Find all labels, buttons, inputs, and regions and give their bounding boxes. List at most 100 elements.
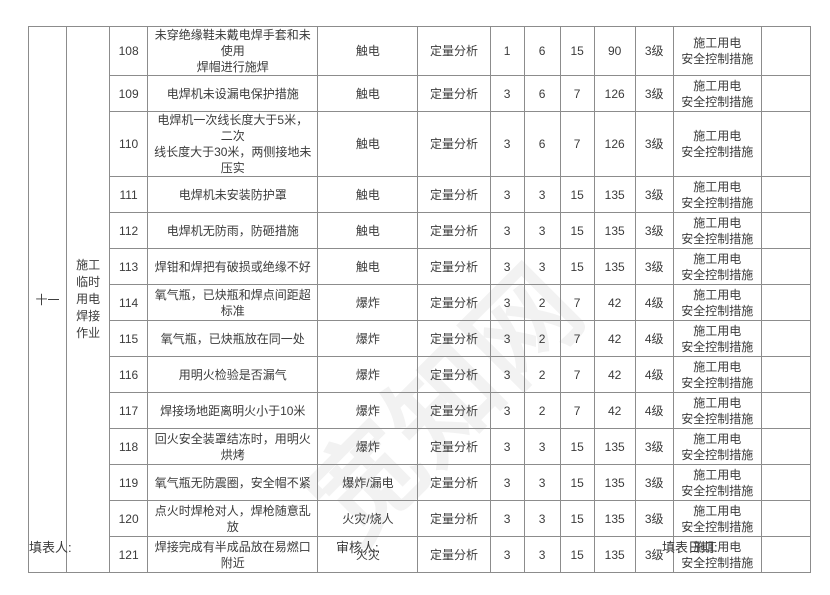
measure-line: 安全控制措施 [681, 339, 754, 354]
table-row: 121 焊接完成有半成品放在易燃口附近 火灾 定量分析 3 3 15 135 3… [29, 536, 812, 573]
risk-type-cell: 触电 [317, 26, 419, 76]
e-value-cell: 3 [523, 428, 561, 465]
risk-type-cell: 触电 [317, 176, 419, 213]
e-value-cell: 2 [523, 320, 561, 357]
analysis-method-cell: 定量分析 [417, 248, 491, 285]
measure-line: 施工用电 [693, 251, 742, 266]
table-row: 113 焊钳和焊把有破损或绝缘不好 触电 定量分析 3 3 15 135 3级 … [29, 248, 812, 285]
risk-type-cell: 火灾 [317, 536, 419, 573]
table-row: 115 氧气瓶，已炔瓶放在同一处 爆炸 定量分析 3 2 7 42 4级 施工用… [29, 320, 812, 357]
c-value-cell: 7 [559, 320, 595, 357]
row-number-cell: 120 [109, 500, 149, 537]
d-value-cell: 135 [593, 500, 636, 537]
d-value-cell: 135 [593, 428, 636, 465]
remark-cell [760, 248, 812, 285]
measure-line: 施工用电 [693, 431, 742, 446]
hazard-cell: 焊钳和焊把有破损或绝缘不好 [147, 248, 319, 285]
d-value-cell: 135 [593, 536, 636, 573]
control-measures-cell: 施工用电 安全控制措施 [672, 26, 762, 76]
control-measures-cell: 施工用电 安全控制措施 [672, 464, 762, 501]
c-value-cell: 15 [559, 500, 595, 537]
hazard-cell: 氧气瓶，已炔瓶和焊点间距超标准 [147, 284, 319, 321]
group-line: 施工 [76, 258, 101, 272]
d-value-cell: 42 [593, 284, 636, 321]
measure-line: 安全控制措施 [681, 555, 754, 570]
analysis-method-cell: 定量分析 [417, 176, 491, 213]
c-value-cell: 15 [559, 464, 595, 501]
row-number-cell: 121 [109, 536, 149, 573]
measure-line: 安全控制措施 [681, 145, 754, 159]
control-measures-cell: 施工用电 安全控制措施 [672, 284, 762, 321]
risk-type-cell: 爆炸 [317, 356, 419, 393]
table-row: 118 回火安全装罩结冻时，用明火烘烤 爆炸 定量分析 3 3 15 135 3… [29, 428, 812, 465]
row-number-cell: 118 [109, 428, 149, 465]
hazard-cell: 氧气瓶无防震圈，安全帽不紧 [147, 464, 319, 501]
remark-cell [760, 212, 812, 249]
d-value-cell: 42 [593, 392, 636, 429]
analysis-method-cell: 定量分析 [417, 111, 491, 177]
section-group-cell: 施工 临时 用电 焊接 作业 [66, 26, 111, 573]
remark-cell [760, 392, 812, 429]
row-number-cell: 114 [109, 284, 149, 321]
risk-level-cell: 3级 [634, 111, 674, 177]
table-row: 120 点火时焊枪对人，焊枪随意乱放 火灾/烧人 定量分析 3 3 15 135… [29, 500, 812, 537]
risk-level-cell: 4级 [634, 284, 674, 321]
measure-line: 施工用电 [693, 539, 742, 554]
analysis-method-cell: 定量分析 [417, 428, 491, 465]
analysis-method-cell: 定量分析 [417, 212, 491, 249]
analysis-method-cell: 定量分析 [417, 500, 491, 537]
e-value-cell: 6 [523, 111, 561, 177]
risk-type-cell: 爆炸 [317, 284, 419, 321]
hazard-cell: 电焊机一次线长度大于5米，二次 线长度大于30米，两侧接地未压实 [147, 111, 319, 177]
row-number-cell: 116 [109, 356, 149, 393]
l-value-cell: 3 [489, 176, 525, 213]
form-date-label: 填表日期: [662, 540, 718, 555]
remark-cell [760, 320, 812, 357]
row-number-cell: 119 [109, 464, 149, 501]
risk-level-cell: 3级 [634, 464, 674, 501]
measure-line: 施工用电 [693, 287, 742, 302]
form-reviewer-label: 审核人: [336, 540, 379, 555]
l-value-cell: 3 [489, 75, 525, 112]
measure-line: 安全控制措施 [681, 375, 754, 390]
measure-line: 安全控制措施 [681, 303, 754, 318]
control-measures-cell: 施工用电 安全控制措施 [672, 428, 762, 465]
e-value-cell: 2 [523, 356, 561, 393]
measure-line: 施工用电 [693, 179, 742, 194]
d-value-cell: 135 [593, 212, 636, 249]
c-value-cell: 15 [559, 248, 595, 285]
remark-cell [760, 428, 812, 465]
risk-level-cell: 3级 [634, 500, 674, 537]
c-value-cell: 7 [559, 111, 595, 177]
remark-cell [760, 111, 812, 177]
e-value-cell: 2 [523, 284, 561, 321]
risk-level-cell: 4级 [634, 320, 674, 357]
row-number-cell: 115 [109, 320, 149, 357]
table-row: 114 氧气瓶，已炔瓶和焊点间距超标准 爆炸 定量分析 3 2 7 42 4级 … [29, 284, 812, 321]
e-value-cell: 6 [523, 75, 561, 112]
risk-level-cell: 3级 [634, 212, 674, 249]
remark-cell [760, 26, 812, 76]
remark-cell [760, 75, 812, 112]
row-number-cell: 111 [109, 176, 149, 213]
table-row: 116 用明火检验是否漏气 爆炸 定量分析 3 2 7 42 4级 施工用电 安… [29, 356, 812, 393]
remark-cell [760, 356, 812, 393]
l-value-cell: 3 [489, 464, 525, 501]
risk-level-cell: 4级 [634, 392, 674, 429]
measure-line: 安全控制措施 [681, 483, 754, 498]
risk-type-cell: 爆炸 [317, 320, 419, 357]
measure-line: 施工用电 [693, 36, 742, 50]
risk-level-cell: 3级 [634, 26, 674, 76]
measure-line: 施工用电 [693, 215, 742, 230]
hazard-cell: 电焊机未设漏电保护措施 [147, 75, 319, 112]
l-value-cell: 3 [489, 320, 525, 357]
measure-line: 安全控制措施 [681, 411, 754, 426]
measure-line: 施工用电 [693, 503, 742, 518]
table-row: 111 电焊机未安装防护罩 触电 定量分析 3 3 15 135 3级 施工用电… [29, 176, 812, 213]
risk-type-cell: 触电 [317, 248, 419, 285]
risk-type-cell: 爆炸 [317, 392, 419, 429]
analysis-method-cell: 定量分析 [417, 536, 491, 573]
l-value-cell: 3 [489, 536, 525, 573]
control-measures-cell: 施工用电 安全控制措施 [672, 536, 762, 573]
control-measures-cell: 施工用电 安全控制措施 [672, 392, 762, 429]
